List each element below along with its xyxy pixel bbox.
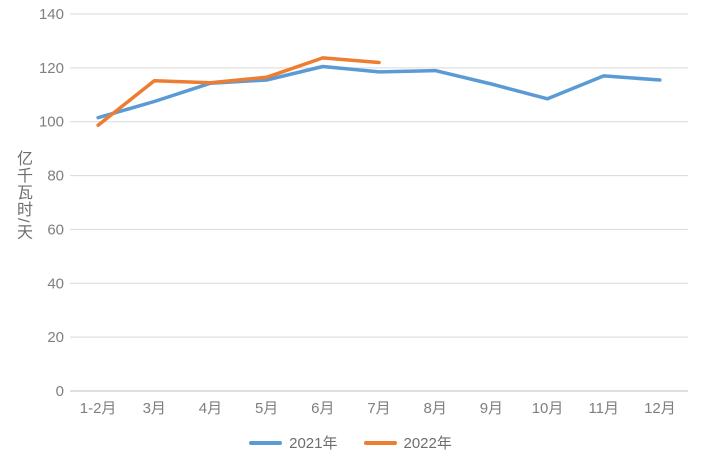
- x-tick-label: 4月: [199, 400, 222, 417]
- y-tick-label: 0: [56, 383, 64, 400]
- y-tick-label: 120: [39, 60, 64, 77]
- x-tick-label: 7月: [367, 400, 390, 417]
- y-tick-label: 140: [39, 6, 64, 23]
- legend-swatch-2021: [249, 440, 283, 445]
- x-tick-label: 12月: [644, 400, 676, 417]
- series-line-1: [96, 56, 381, 127]
- x-tick-label: 10月: [532, 400, 564, 417]
- y-tick-label: 20: [47, 329, 64, 346]
- legend: 2021年 2022年: [0, 432, 701, 453]
- legend-label-2022: 2022年: [403, 435, 452, 452]
- legend-label-2021: 2021年: [289, 435, 338, 452]
- x-tick-label: 6月: [311, 400, 334, 417]
- x-tick-label: 11月: [588, 400, 619, 417]
- x-tick-label: 8月: [424, 400, 447, 417]
- y-axis-title: 亿千瓦时/天: [14, 150, 31, 241]
- y-tick-label: 60: [47, 221, 64, 238]
- y-tick-label: 100: [39, 114, 64, 131]
- series-line-0: [96, 64, 662, 120]
- y-tick-label: 80: [47, 168, 64, 185]
- x-tick-label: 5月: [255, 400, 278, 417]
- legend-item-2021: 2021年: [249, 432, 338, 453]
- x-tick-label: 3月: [143, 400, 166, 417]
- legend-item-2022: 2022年: [363, 432, 452, 453]
- x-tick-label: 1-2月: [80, 400, 117, 417]
- x-tick-label: 9月: [480, 400, 503, 417]
- y-tick-label: 40: [47, 275, 64, 292]
- legend-swatch-2022: [363, 440, 397, 445]
